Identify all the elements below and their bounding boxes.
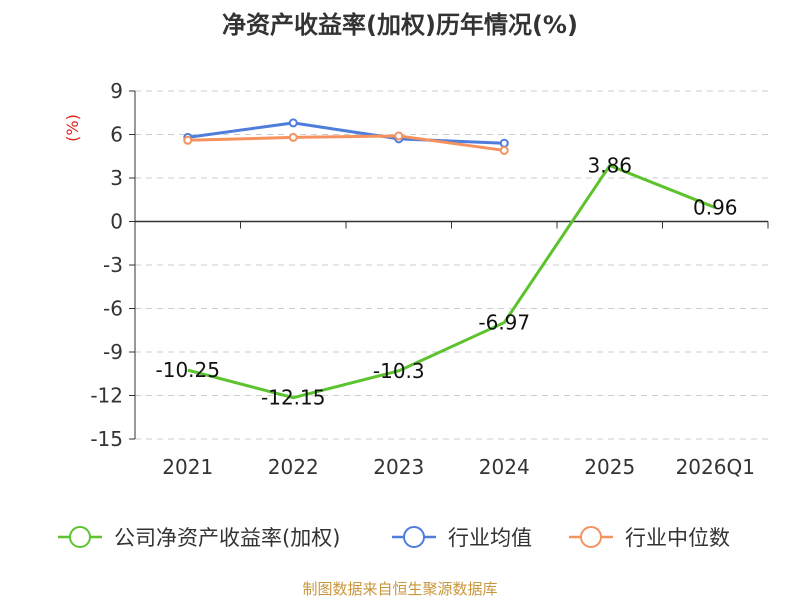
series-line bbox=[187, 134, 505, 152]
legend-marker bbox=[580, 526, 602, 548]
x-tick-label: 2026Q1 bbox=[676, 455, 755, 479]
legend-label: 行业均值 bbox=[448, 526, 532, 550]
axes: 9 6 3 0 -3 -6 -9 -12 -15 2021 2022 2023 2024 2025 2026… bbox=[90, 79, 769, 479]
x-tick-label: 2025 bbox=[584, 455, 635, 479]
data-point bbox=[499, 138, 509, 148]
data-labels: -10.25 -12.15 -10.3 -6.97 3.86 0.96 bbox=[156, 154, 738, 410]
series-line bbox=[187, 164, 716, 400]
data-point bbox=[499, 145, 509, 155]
y-tick-label: -6 bbox=[103, 297, 123, 321]
y-tick-label: -12 bbox=[90, 384, 123, 408]
y-tick-label: 3 bbox=[110, 166, 123, 190]
data-label: -6.97 bbox=[478, 311, 530, 335]
data-label: -10.25 bbox=[156, 358, 220, 382]
data-point bbox=[288, 118, 298, 128]
legend-label: 行业中位数 bbox=[625, 526, 730, 550]
data-point bbox=[288, 132, 298, 142]
data-label: -10.3 bbox=[373, 359, 425, 383]
x-tick-label: 2024 bbox=[479, 455, 530, 479]
data-label: 0.96 bbox=[693, 196, 738, 220]
y-axis-unit: (%) bbox=[63, 114, 82, 142]
y-tick-label: 0 bbox=[110, 210, 123, 234]
y-tick-label: -15 bbox=[90, 427, 123, 451]
legend-item[interactable]: 行业中位数 bbox=[569, 526, 730, 550]
y-tick-label: 9 bbox=[110, 79, 123, 103]
legend[interactable]: 公司净资产收益率(加权) 行业均值 行业中位数 bbox=[58, 526, 730, 550]
legend-marker bbox=[403, 526, 425, 548]
data-label: -12.15 bbox=[261, 386, 325, 410]
series-layer bbox=[183, 118, 716, 400]
chart-title: 净资产收益率(加权)历年情况(%) bbox=[222, 11, 578, 39]
legend-label: 公司净资产收益率(加权) bbox=[114, 526, 340, 550]
y-tick-label: -9 bbox=[103, 340, 123, 364]
series-line bbox=[187, 121, 505, 145]
y-tick-label: 6 bbox=[110, 123, 123, 147]
x-tick-label: 2021 bbox=[162, 455, 213, 479]
legend-item[interactable]: 行业均值 bbox=[392, 526, 532, 550]
legend-marker bbox=[69, 526, 91, 548]
legend-item[interactable]: 公司净资产收益率(加权) bbox=[58, 526, 340, 550]
data-point bbox=[394, 131, 404, 141]
x-tick-label: 2023 bbox=[373, 455, 424, 479]
x-tick-label: 2022 bbox=[268, 455, 319, 479]
data-label: 3.86 bbox=[587, 154, 632, 178]
y-tick-label: -3 bbox=[103, 253, 123, 277]
data-point bbox=[183, 135, 193, 145]
source-note: 制图数据来自恒生聚源数据库 bbox=[302, 580, 497, 598]
